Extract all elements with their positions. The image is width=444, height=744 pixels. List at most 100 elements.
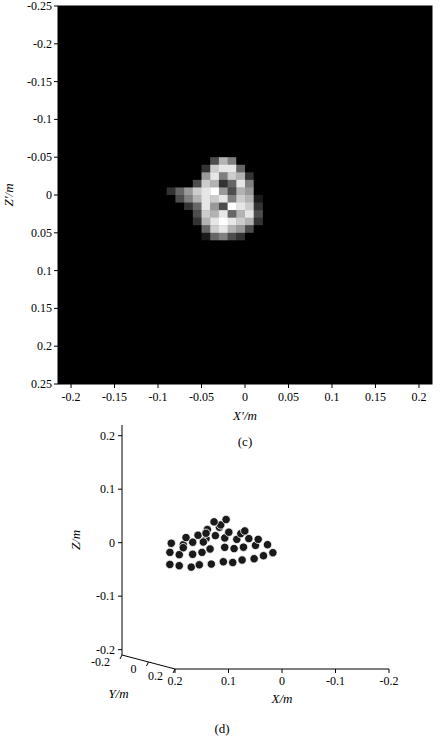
image-cell	[245, 195, 254, 203]
image-cell	[202, 157, 211, 165]
x-tick-label: -0.2	[62, 390, 81, 404]
image-cell	[254, 210, 263, 218]
point	[175, 562, 183, 570]
image-cell	[167, 233, 176, 241]
image-cell	[210, 150, 219, 158]
image-cell	[219, 203, 228, 211]
x-tick	[114, 384, 115, 388]
image-cell	[228, 165, 237, 173]
y-tick	[54, 232, 58, 233]
image-cell	[245, 218, 254, 226]
image-cell	[245, 180, 254, 188]
x-tick	[418, 384, 419, 388]
z-tick	[118, 596, 122, 597]
point	[187, 563, 195, 571]
image-cell	[245, 240, 254, 248]
image-cell	[228, 210, 237, 218]
image-cell	[210, 187, 219, 195]
x-tick-label: 0.05	[278, 390, 299, 404]
image-cell	[184, 165, 193, 173]
image-cell	[245, 225, 254, 233]
image-cell	[202, 172, 211, 180]
image-cell	[202, 203, 211, 211]
image-cell	[228, 180, 237, 188]
image-cell	[193, 225, 202, 233]
y-tick-label: -0.2	[91, 655, 110, 669]
y-axis-title: Y/m	[108, 686, 128, 701]
image-cell	[228, 225, 237, 233]
x-tick	[71, 384, 72, 388]
image-cell	[167, 240, 176, 248]
y-tick-label: -0.1	[33, 112, 52, 126]
image-cell	[193, 233, 202, 241]
x-tick	[282, 669, 283, 673]
image-cell	[245, 203, 254, 211]
point	[219, 558, 227, 566]
image-cell	[167, 195, 176, 203]
image-cell	[175, 165, 184, 173]
image-cell	[254, 172, 263, 180]
image-cell	[202, 240, 211, 248]
y-tick	[54, 384, 58, 385]
image-cell	[254, 218, 263, 226]
image-cell	[219, 150, 228, 158]
image-cell	[219, 187, 228, 195]
image-cell	[175, 195, 184, 203]
x-tick-label: 0.1	[324, 390, 339, 404]
image-cell	[254, 187, 263, 195]
image-cell	[202, 210, 211, 218]
image-cell	[167, 203, 176, 211]
image-cell	[254, 233, 263, 241]
image-cell	[210, 203, 219, 211]
image-cell	[193, 150, 202, 158]
image-cell	[193, 240, 202, 248]
image-cell	[245, 233, 254, 241]
image-cell	[184, 195, 193, 203]
image-cell	[236, 150, 245, 158]
figure: -0.2-0.15-0.1-0.0500.050.10.150.2-0.25-0…	[0, 0, 444, 744]
image-cell	[254, 203, 263, 211]
point	[206, 545, 214, 553]
image-cell	[184, 233, 193, 241]
image-cell	[193, 203, 202, 211]
image-cell	[210, 157, 219, 165]
image-cell	[193, 195, 202, 203]
x-tick	[245, 384, 246, 388]
panel-label: (d)	[214, 721, 229, 736]
image-cell	[228, 150, 237, 158]
image-cell	[210, 210, 219, 218]
z-tick	[118, 489, 122, 490]
y-tick	[54, 6, 58, 7]
x-tick-label: 0.1	[221, 674, 236, 688]
point	[166, 548, 174, 556]
point	[269, 548, 277, 556]
image-cell	[202, 225, 211, 233]
image-cell	[193, 157, 202, 165]
x-tick	[228, 669, 229, 673]
image-cell	[184, 157, 193, 165]
image-cell	[228, 203, 237, 211]
image-cell	[184, 203, 193, 211]
image-cell	[219, 218, 228, 226]
point	[198, 548, 206, 556]
image-cell	[254, 157, 263, 165]
z-axis-title: Z/m	[68, 530, 83, 550]
image-cell	[219, 195, 228, 203]
x-axis-title: X′/m	[232, 408, 257, 423]
image-cell	[202, 187, 211, 195]
image-cell	[210, 195, 219, 203]
image-cell	[236, 210, 245, 218]
x-tick-label: 0	[242, 390, 248, 404]
x-tick	[389, 669, 390, 673]
image-cell	[167, 150, 176, 158]
image-cell	[175, 218, 184, 226]
x-tick	[375, 384, 376, 388]
point	[230, 544, 238, 552]
image-cell	[219, 180, 228, 188]
point-cloud	[166, 515, 277, 571]
z-tick	[118, 542, 122, 543]
image-cell	[219, 225, 228, 233]
image-cell	[193, 172, 202, 180]
image-cell	[219, 240, 228, 248]
x-tick-label: 0.2	[168, 674, 183, 688]
